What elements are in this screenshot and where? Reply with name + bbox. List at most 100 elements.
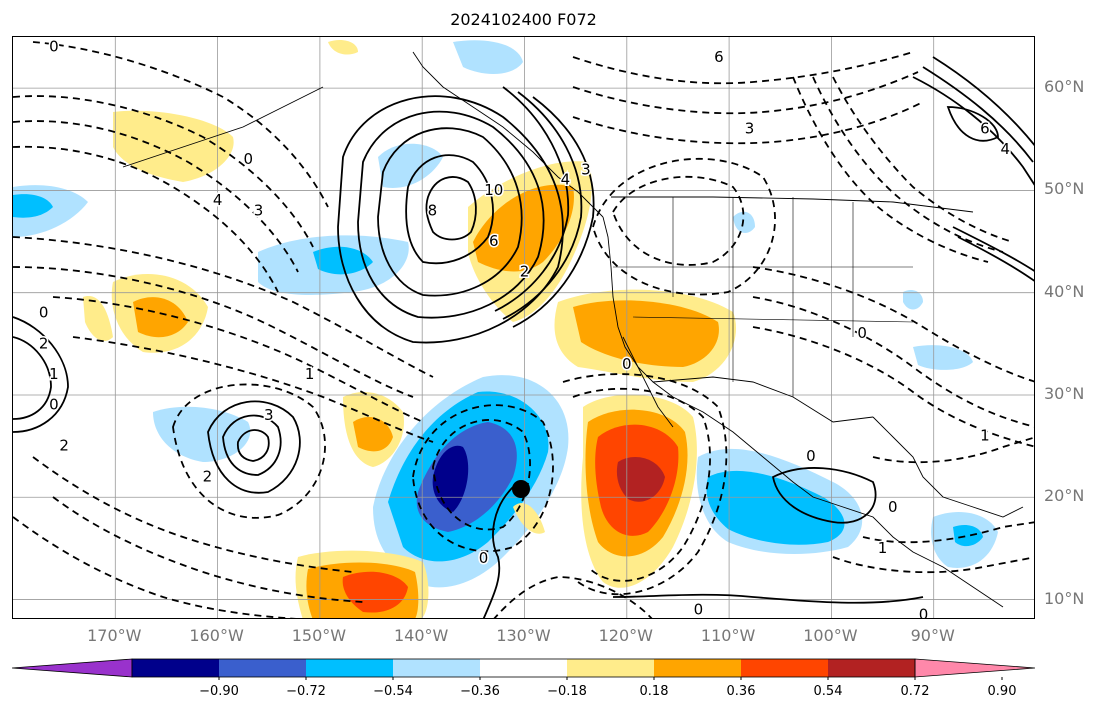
colorbar-segment xyxy=(132,659,220,677)
dashed-nw-1 xyxy=(13,95,314,248)
contour-south-0 xyxy=(612,593,924,604)
contour-west-1 xyxy=(13,316,69,433)
shade-nw-deepblue xyxy=(13,194,53,218)
map-title: 2024102400 F072 xyxy=(450,10,597,29)
contour-hawaii-3 xyxy=(236,429,270,462)
shade-coast-orange xyxy=(473,184,574,272)
longitude-label: 110°W xyxy=(700,626,756,645)
contour-layer xyxy=(13,56,1034,618)
colorbar xyxy=(12,658,1035,680)
shade-sw-orange xyxy=(573,300,719,367)
longitude-label: 160°W xyxy=(189,626,244,645)
contour-dashed-layer xyxy=(13,41,1034,618)
contour-east-1 xyxy=(912,76,1034,186)
contour-label: 0 xyxy=(888,498,898,516)
shade-ca-deepblue xyxy=(953,525,983,547)
contour-east-2 xyxy=(922,66,1034,163)
contour-label: 0 xyxy=(244,150,254,168)
coast-aleutians xyxy=(122,86,324,168)
contour-label: 2 xyxy=(520,263,530,281)
dashed-east-1 xyxy=(752,296,1034,428)
graticule-layer xyxy=(13,37,1034,618)
longitude-label: 170°W xyxy=(87,626,142,645)
contour-hawaii-2 xyxy=(222,414,282,476)
shade-bering-positive xyxy=(113,110,234,182)
dashed-nw-2 xyxy=(13,120,299,273)
dashed-se-1 xyxy=(872,436,1034,464)
contour-sw-0 xyxy=(482,486,514,618)
contour-east-5 xyxy=(952,226,1034,272)
contour-label: 10 xyxy=(484,181,503,199)
contour-high-coast-1 xyxy=(512,96,595,328)
colorbar-segment xyxy=(480,659,568,677)
contour-label: 3 xyxy=(254,201,264,219)
colorbar-tick-label: −0.90 xyxy=(199,684,239,699)
colorbar-segment xyxy=(306,659,394,677)
contour-label: 3 xyxy=(745,120,755,138)
dashed-central-low-2 xyxy=(412,404,554,553)
contour-label: 6 xyxy=(714,48,724,66)
contour-label: 4 xyxy=(561,171,571,189)
contour-label: 2 xyxy=(59,437,69,455)
contour-label: 1 xyxy=(305,365,315,383)
colorbar-segment xyxy=(393,659,481,677)
colorbar-segment xyxy=(828,659,916,677)
contour-east-4 xyxy=(946,106,999,142)
contour-high-coast-2 xyxy=(502,91,583,320)
latitude-label: 30°N xyxy=(1044,383,1085,403)
contour-east-6 xyxy=(957,236,1034,282)
contour-label: 1 xyxy=(49,365,59,383)
dashed-baja-2 xyxy=(562,373,728,596)
shade-west-orange xyxy=(133,297,188,338)
longitude-label: 100°W xyxy=(803,626,858,645)
contour-label: 0 xyxy=(919,605,929,619)
dashed-se-3 xyxy=(832,556,1034,574)
dashed-baja-1 xyxy=(572,387,711,582)
shade-west-small-yellow xyxy=(83,296,113,342)
colorbar-tick-label: −0.72 xyxy=(286,684,326,699)
dashed-central-2 xyxy=(13,236,434,378)
state-lines xyxy=(613,197,914,397)
contour-label: 0 xyxy=(622,355,632,373)
dashed-central-1 xyxy=(13,266,414,398)
contour-high-3 xyxy=(377,127,523,297)
shade-145w-orange xyxy=(353,417,393,452)
longitude-label: 150°W xyxy=(291,626,347,645)
shade-north-yellow xyxy=(328,40,358,55)
contour-label: 6 xyxy=(489,232,499,250)
colorbar-tick-label: −0.36 xyxy=(460,684,500,699)
colorbar-tick-label: 0.90 xyxy=(987,684,1017,699)
contour-east-3 xyxy=(932,56,1034,146)
contour-label: 0 xyxy=(857,324,867,342)
dashed-nw-4 xyxy=(32,41,329,208)
contour-mexico-0 xyxy=(771,467,877,524)
dashed-east-north-1 xyxy=(832,76,1014,243)
dashed-sw-bottom xyxy=(493,576,653,618)
contour-high-1 xyxy=(337,95,564,344)
colorbar-tick-label: 0.54 xyxy=(813,684,843,699)
colorbar-tick-label: −0.54 xyxy=(373,684,413,699)
contour-hawaii-1 xyxy=(207,400,301,494)
dashed-sw-3 xyxy=(13,516,297,618)
contour-label: 4 xyxy=(213,191,223,209)
contour-label: 0 xyxy=(39,304,49,322)
dashed-central-3 xyxy=(52,296,424,423)
shade-plains-blue xyxy=(733,211,755,233)
contour-label: 2 xyxy=(203,467,213,485)
colorbar-tick-label: 0.18 xyxy=(639,684,669,699)
colorbar-segment xyxy=(741,659,829,677)
dashed-east-3 xyxy=(752,266,1034,383)
contour-label: 1 xyxy=(980,426,990,444)
colorbar-segment xyxy=(654,659,742,677)
coast-west-na xyxy=(602,216,1004,608)
dashed-top-2 xyxy=(572,71,919,115)
shade-gulf-mx-blue xyxy=(913,345,973,370)
contour-label: 1 xyxy=(878,539,888,557)
colorbar-outline xyxy=(131,658,916,678)
shade-gulf-blue xyxy=(453,40,523,74)
contour-label: 8 xyxy=(428,201,438,219)
shade-central-navy xyxy=(432,445,469,512)
contour-label: 0 xyxy=(479,549,489,567)
shade-east-blue-small xyxy=(903,290,923,310)
